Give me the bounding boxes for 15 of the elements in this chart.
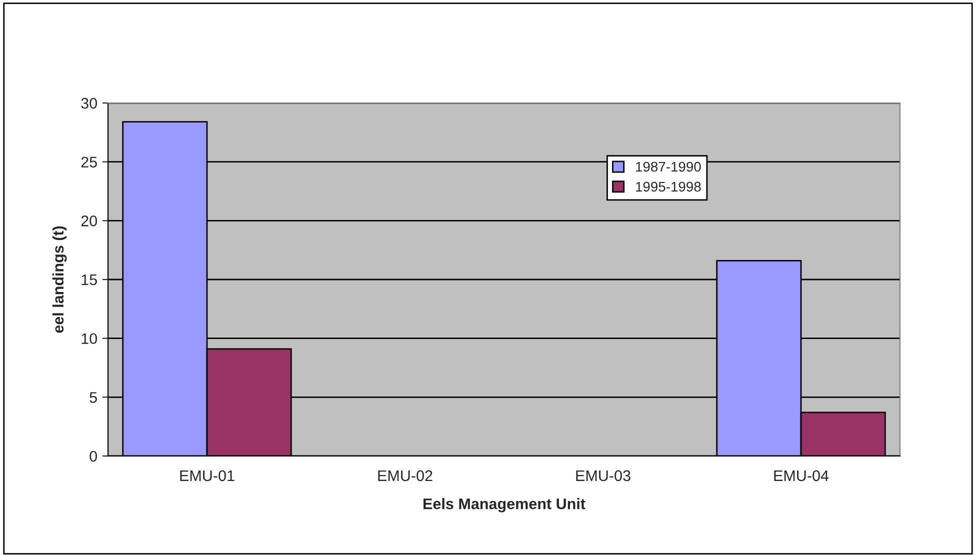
y-tick-label: 30 [81,98,97,109]
y-tick-label: 5 [90,392,97,403]
legend-label: 1995-1998 [636,182,701,192]
y-tick-label: 25 [81,156,97,168]
y-tick-label: 20 [81,216,97,226]
legend-label: 1987-1990 [636,162,701,172]
x-tick-label: EMU-03 [576,470,630,482]
y-tick-label: 15 [82,274,97,286]
x-tick-label: EMU-04 [774,470,829,482]
x-tick-label: EMU-01 [180,470,234,482]
x-axis-title: Eels Management Unit [424,498,586,512]
x-tick-label: EMU-02 [378,470,432,482]
y-tick-label: 10 [82,333,97,344]
y-axis-title: eel landings (t) [52,226,67,333]
y-tick-label: 0 [90,450,97,462]
